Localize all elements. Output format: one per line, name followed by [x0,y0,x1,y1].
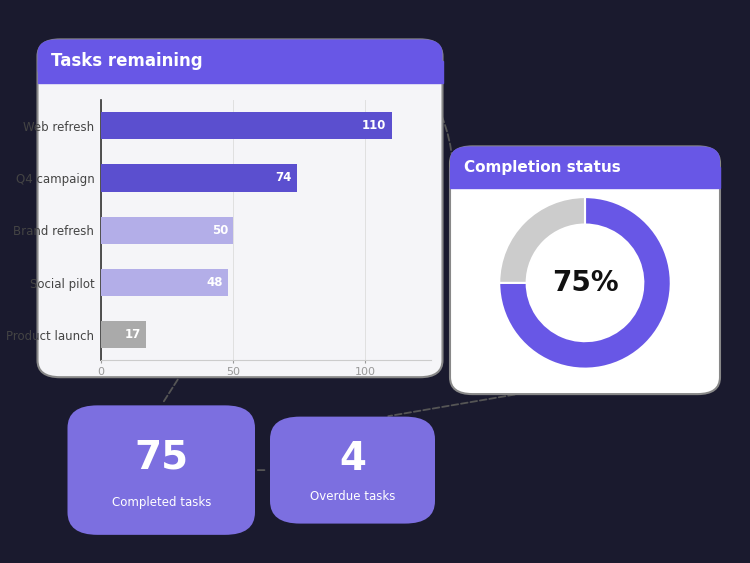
FancyBboxPatch shape [450,146,720,189]
Bar [101,112,392,139]
Text: Completed tasks: Completed tasks [112,496,211,509]
Text: 74: 74 [275,172,291,185]
Wedge shape [500,197,585,283]
FancyBboxPatch shape [68,405,255,535]
Text: 4: 4 [339,440,366,479]
Bar [101,164,296,191]
FancyBboxPatch shape [38,39,442,377]
Text: 110: 110 [362,119,386,132]
Text: 50: 50 [211,224,228,237]
Text: 17: 17 [124,328,141,341]
Bar [450,167,720,189]
FancyBboxPatch shape [450,146,720,394]
Wedge shape [500,197,670,369]
Text: 75: 75 [134,438,188,476]
Text: 75%: 75% [552,269,618,297]
Bar [101,217,233,244]
Bar [101,321,146,348]
Text: Overdue tasks: Overdue tasks [310,490,395,503]
Bar [38,61,442,83]
Text: Tasks remaining: Tasks remaining [51,52,202,70]
FancyBboxPatch shape [270,417,435,524]
FancyBboxPatch shape [38,39,442,83]
Text: Completion status: Completion status [464,160,620,175]
Text: 48: 48 [206,276,223,289]
Bar [101,269,228,296]
